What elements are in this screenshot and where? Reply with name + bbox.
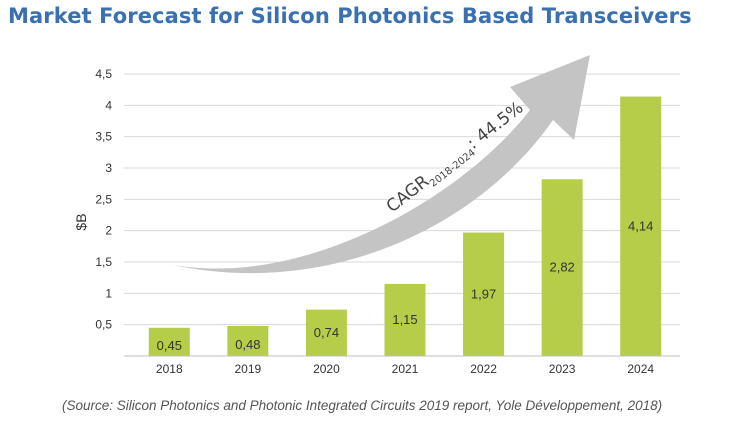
bar-value-label: 1,15 [392, 312, 417, 327]
bar [148, 327, 190, 356]
bar [620, 96, 662, 356]
y-axis-label: $B [73, 213, 89, 230]
bar-value-label: 0,45 [157, 338, 182, 353]
chart-bars: 0,45 0,48 0,74 1,15 1,97 2,82 4,14 [148, 96, 662, 356]
bar [463, 232, 505, 356]
x-tick-label: 2021 [392, 362, 419, 376]
y-tick-label: 1,5 [95, 255, 112, 269]
x-tick-label: 2018 [156, 362, 183, 376]
bar [305, 309, 347, 356]
x-tick-label: 2023 [549, 362, 576, 376]
x-tick-label: 2020 [313, 362, 340, 376]
cagr-arrow [168, 55, 590, 274]
x-axis-ticks: 2018 2019 2020 2021 2022 2023 2024 [156, 362, 654, 376]
source-note: (Source: Silicon Photonics and Photonic … [62, 398, 663, 413]
y-tick-label: 1 [105, 286, 112, 300]
y-tick-label: 2,5 [95, 192, 112, 206]
y-tick-label: 2 [105, 224, 112, 238]
y-axis-ticks: 0,5 1 1,5 2 2,5 3 3,5 4 4,5 [95, 67, 112, 332]
x-tick-label: 2019 [235, 362, 262, 376]
bar-value-label: 0,48 [235, 337, 260, 352]
x-tick-label: 2022 [470, 362, 497, 376]
bar-chart: 0,511,522,533,544,5 $B CAGR2018-2024: 44… [73, 55, 680, 376]
bar-value-label: 0,74 [314, 325, 339, 340]
y-tick-label: 4,5 [95, 67, 112, 81]
y-tick-label: 3 [105, 161, 112, 175]
y-tick-label: 3,5 [95, 130, 112, 144]
x-tick-label: 2024 [627, 362, 654, 376]
bar [541, 179, 583, 356]
bar [227, 325, 269, 356]
y-tick-label: 4 [105, 98, 112, 112]
bar-value-label: 4,14 [628, 218, 653, 233]
bar [384, 283, 426, 356]
y-tick-label: 0,5 [95, 318, 112, 332]
page-title: Market Forecast for Silicon Photonics Ba… [8, 4, 692, 28]
bar-value-label: 2,82 [549, 260, 574, 275]
bar-value-label: 1,97 [471, 286, 496, 301]
